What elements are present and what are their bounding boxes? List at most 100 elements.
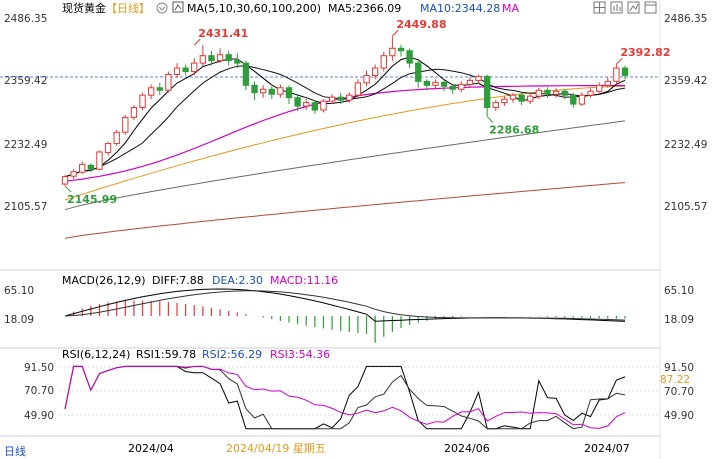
price-tick: 2232.49	[664, 139, 707, 151]
candle-body	[96, 151, 103, 170]
candle-body	[208, 55, 215, 62]
annotation-leader	[392, 29, 399, 37]
line-chart-icon[interactable]	[627, 1, 640, 14]
candle-body	[70, 171, 77, 177]
candle-body	[483, 75, 491, 109]
candle-body	[475, 75, 482, 81]
grid-icon[interactable]	[593, 1, 606, 14]
period-badge[interactable]: 日线	[4, 444, 26, 458]
annotation-label: 2431.41	[198, 27, 248, 40]
candle-body	[509, 94, 517, 100]
candle-body	[61, 176, 69, 185]
period-label[interactable]: 【日线】	[106, 1, 150, 15]
annotation-label: 2392.82	[620, 46, 670, 59]
candle-body	[397, 47, 405, 52]
candle-body	[303, 102, 310, 107]
rsi-tick: 70.70	[664, 386, 694, 398]
candle-body	[156, 87, 163, 91]
candle-body	[535, 89, 543, 97]
candle-body	[587, 90, 594, 96]
candle-body	[268, 88, 275, 95]
chevron-down-icon[interactable]	[156, 2, 168, 14]
candle-body	[466, 79, 474, 85]
rsi-tick: 49.90	[664, 410, 694, 422]
candle-body	[346, 94, 353, 101]
ma5-value: MA5:2366.09	[328, 2, 401, 15]
candle-body	[423, 80, 431, 86]
candle-body	[173, 67, 181, 75]
candle-body	[79, 163, 86, 173]
candle-body	[432, 81, 439, 86]
candle-body	[552, 90, 560, 95]
ma10-line	[64, 65, 626, 178]
candle-body	[225, 54, 232, 62]
date-label: 2024/04	[128, 442, 174, 455]
date-label: 2024/07	[584, 442, 630, 455]
ma100-line	[64, 120, 626, 211]
rsi2-line	[64, 365, 626, 430]
rsi-tick: 49.90	[24, 410, 54, 422]
candle-body	[492, 102, 499, 109]
ma60-line	[64, 85, 626, 201]
period-badge-bg[interactable]	[0, 441, 48, 459]
ma10-value: MA10:2344.28	[420, 2, 500, 15]
candle-body	[595, 84, 603, 92]
macd-diff-line	[64, 288, 626, 322]
candle-body	[604, 80, 611, 86]
cursor-date: 2024/04/19 星期五	[226, 442, 326, 455]
rsi-tick: 91.50	[664, 362, 694, 374]
chart-title: 现货黄金	[62, 1, 106, 15]
candle-body	[561, 90, 568, 96]
candle-body	[182, 67, 189, 72]
candle-body	[518, 94, 525, 102]
annotation-leader	[193, 38, 201, 46]
candle-body	[139, 94, 146, 109]
candle-body	[294, 97, 301, 107]
candle-body	[320, 100, 327, 111]
annotation-leader	[486, 116, 494, 123]
price-tick: 2359.42	[4, 75, 47, 87]
bar-chart-icon[interactable]	[610, 1, 623, 14]
candle-body	[104, 143, 112, 153]
macd-label: MACD(26,12,9)	[62, 274, 146, 287]
price-tick: 2486.35	[664, 13, 707, 25]
candle-body	[328, 96, 336, 102]
rsi1-line	[64, 365, 626, 430]
candle-body	[371, 67, 379, 76]
rsi-current-value: 87.22	[660, 374, 690, 386]
candle-body	[406, 50, 413, 64]
annotation-label: 2145.99	[67, 193, 117, 206]
candlestick-series	[61, 36, 629, 187]
candle-body	[570, 94, 577, 105]
macd-tick: 18.09	[664, 314, 694, 326]
candle-body	[113, 131, 120, 145]
price-tick-current: 2359.42	[664, 75, 707, 87]
candle-body	[527, 95, 534, 102]
macd-tick: 65.10	[664, 285, 694, 297]
annotation-label: 2286.68	[489, 124, 539, 137]
rsi3-line	[64, 365, 626, 429]
candle-body	[199, 55, 207, 64]
candle-body	[337, 96, 344, 101]
candle-body	[458, 83, 465, 90]
ma200-line	[64, 182, 626, 239]
candle-body	[363, 74, 370, 84]
macd-diff: DIFF:7.88	[152, 274, 204, 287]
candle-body	[380, 55, 387, 69]
candle-body	[389, 47, 396, 57]
date-label: 2024/06	[444, 442, 490, 455]
candle-icon	[172, 1, 184, 13]
candle-body	[501, 98, 508, 104]
rsi2-value: RSI2:56.29	[202, 348, 262, 361]
candle-body	[122, 116, 129, 133]
candle-body	[191, 62, 198, 72]
rsi-tick: 91.50	[24, 362, 54, 374]
ma-label: MA(5,10,30,60,100,200)	[187, 2, 321, 15]
macd-value: MACD:11.16	[270, 274, 338, 287]
candle-body	[578, 94, 586, 105]
macd-tick: 65.10	[4, 285, 34, 297]
candle-body	[311, 102, 319, 111]
window-icon[interactable]	[644, 1, 657, 14]
price-tick: 2486.35	[4, 13, 47, 25]
